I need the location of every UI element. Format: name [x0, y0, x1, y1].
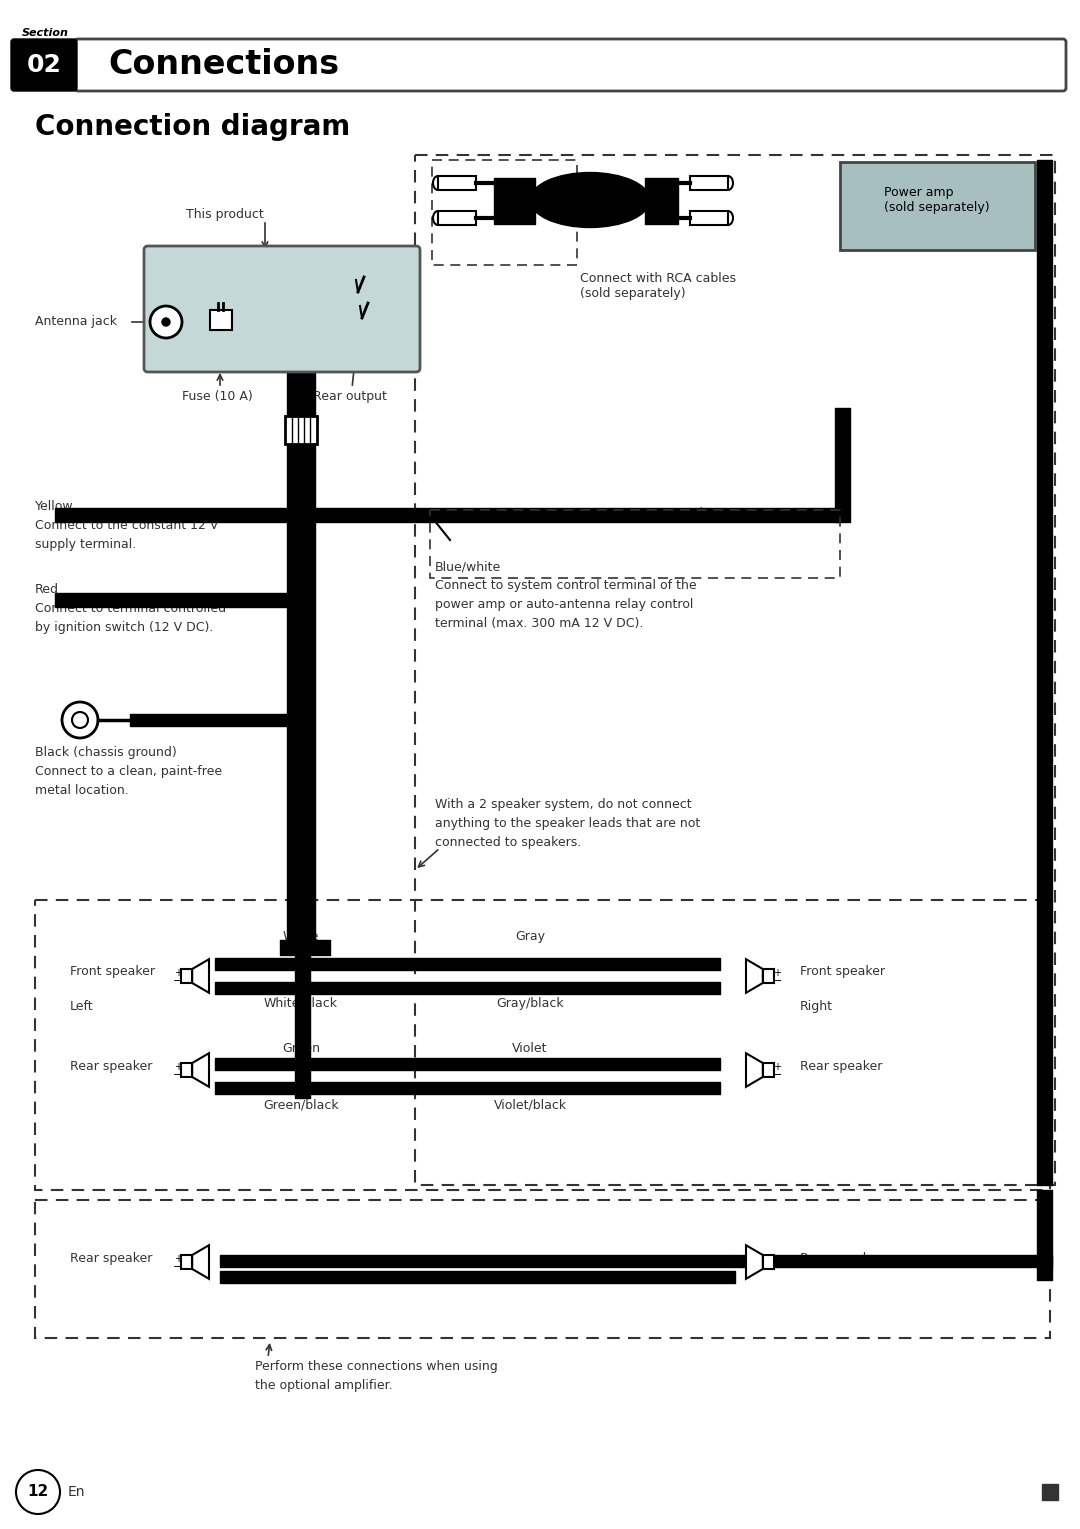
Text: This product: This product	[186, 208, 264, 222]
Bar	[285, 416, 318, 443]
Circle shape	[16, 1469, 60, 1514]
Bar	[438, 211, 476, 225]
Text: −: −	[173, 976, 183, 986]
Bar	[840, 162, 1035, 251]
Polygon shape	[746, 1245, 762, 1278]
Text: +: +	[174, 968, 181, 977]
Text: Green: Green	[282, 1041, 320, 1055]
Text: Gray/black: Gray/black	[496, 997, 564, 1011]
Text: White: White	[283, 930, 320, 943]
Text: White/black: White/black	[264, 997, 338, 1011]
Text: Blue/white
Connect to system control terminal of the
power amp or auto-antenna r: Blue/white Connect to system control ter…	[435, 560, 697, 630]
FancyBboxPatch shape	[144, 246, 420, 372]
Bar	[181, 1255, 192, 1269]
Text: +: +	[174, 1061, 181, 1072]
Text: Antenna jack: Antenna jack	[35, 315, 117, 329]
Text: Section: Section	[22, 28, 69, 38]
Text: Connection diagram: Connection diagram	[35, 113, 350, 141]
Bar	[430, 511, 840, 578]
Text: Red
Connect to terminal controlled
by ignition switch (12 V DC).: Red Connect to terminal controlled by ig…	[35, 583, 226, 635]
Polygon shape	[192, 959, 210, 992]
Text: +: +	[174, 1254, 181, 1263]
Text: +: +	[773, 968, 781, 977]
Text: +: +	[773, 1254, 781, 1263]
Bar	[1042, 1485, 1058, 1500]
Text: Gray: Gray	[515, 930, 545, 943]
Bar	[432, 161, 577, 265]
Polygon shape	[192, 1245, 210, 1278]
Ellipse shape	[530, 173, 650, 228]
Text: With a 2 speaker system, do not connect
anything to the speaker leads that are n: With a 2 speaker system, do not connect …	[435, 798, 700, 849]
Text: System remote control: System remote control	[561, 508, 703, 520]
Text: Power amp
(sold separately): Power amp (sold separately)	[885, 187, 989, 214]
Text: Front speaker: Front speaker	[800, 965, 885, 979]
Bar	[35, 1200, 1050, 1338]
Text: −: −	[173, 1070, 183, 1079]
Text: −: −	[772, 976, 782, 986]
Text: Green/black: Green/black	[264, 1098, 339, 1112]
Text: Rear speaker: Rear speaker	[70, 1060, 152, 1073]
FancyBboxPatch shape	[11, 40, 77, 92]
Text: Connections: Connections	[108, 49, 339, 81]
Bar	[762, 969, 774, 983]
Text: −: −	[772, 1070, 782, 1079]
Text: −: −	[772, 1261, 782, 1272]
Bar	[181, 969, 192, 983]
Text: En: En	[68, 1485, 85, 1498]
Text: Right: Right	[800, 1000, 833, 1014]
Text: +: +	[773, 1061, 781, 1072]
Bar	[35, 901, 1050, 1190]
Text: 02: 02	[27, 54, 62, 76]
Text: Rear output: Rear output	[313, 390, 387, 404]
Bar	[762, 1063, 774, 1076]
Text: Rear speaker: Rear speaker	[800, 1060, 882, 1073]
Text: 12: 12	[27, 1485, 49, 1500]
Bar	[210, 310, 232, 330]
Text: Rear speaker: Rear speaker	[800, 1252, 882, 1264]
Polygon shape	[192, 1053, 210, 1087]
Bar	[690, 211, 728, 225]
FancyBboxPatch shape	[75, 40, 1066, 92]
Text: Yellow
Connect to the constant 12 V
supply terminal.: Yellow Connect to the constant 12 V supp…	[35, 500, 218, 550]
Text: Fuse (10 A): Fuse (10 A)	[181, 390, 253, 404]
Text: Left: Left	[70, 1000, 94, 1014]
Text: Rear speaker: Rear speaker	[70, 1252, 152, 1264]
Bar	[415, 154, 1055, 1185]
Circle shape	[162, 318, 170, 326]
Bar	[438, 176, 476, 190]
Text: Connect with RCA cables
(sold separately): Connect with RCA cables (sold separately…	[580, 272, 735, 300]
Circle shape	[150, 306, 183, 338]
Text: Front speaker: Front speaker	[70, 965, 156, 979]
Text: Violet/black: Violet/black	[494, 1098, 567, 1112]
Text: Black (chassis ground)
Connect to a clean, paint-free
metal location.: Black (chassis ground) Connect to a clea…	[35, 746, 222, 797]
Bar	[181, 1063, 192, 1076]
Text: Perform these connections when using
the optional amplifier.: Perform these connections when using the…	[255, 1359, 498, 1391]
Polygon shape	[746, 959, 762, 992]
Text: −: −	[173, 1261, 183, 1272]
Text: Violet: Violet	[512, 1041, 548, 1055]
Bar	[762, 1255, 774, 1269]
Bar	[690, 176, 728, 190]
Polygon shape	[746, 1053, 762, 1087]
